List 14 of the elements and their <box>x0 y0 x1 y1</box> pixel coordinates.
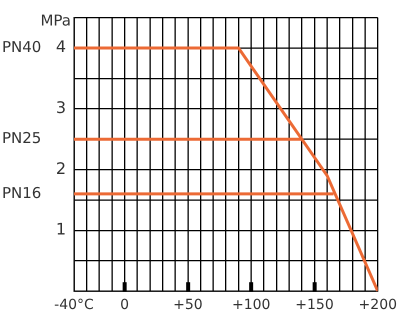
text: PN40 <box>2 38 42 56</box>
text: PN16 <box>2 184 42 202</box>
x-tick-label: -40°C <box>54 297 94 314</box>
y-tick-label: 3 <box>56 98 66 117</box>
x-tick-label: +100 <box>232 297 270 314</box>
x-tick-label: +150 <box>295 297 334 314</box>
text: PN25 <box>2 129 42 148</box>
y-axis-title: MPa <box>40 11 71 30</box>
y-tick-label: 1 <box>56 220 66 239</box>
x-tick-label: 0 <box>120 297 130 314</box>
y-tick-label: 2 <box>56 158 66 178</box>
x-tick-label: +200 <box>358 297 397 314</box>
x-tick-label: +50 <box>173 297 203 314</box>
y-tick-label: 4 <box>56 37 66 56</box>
